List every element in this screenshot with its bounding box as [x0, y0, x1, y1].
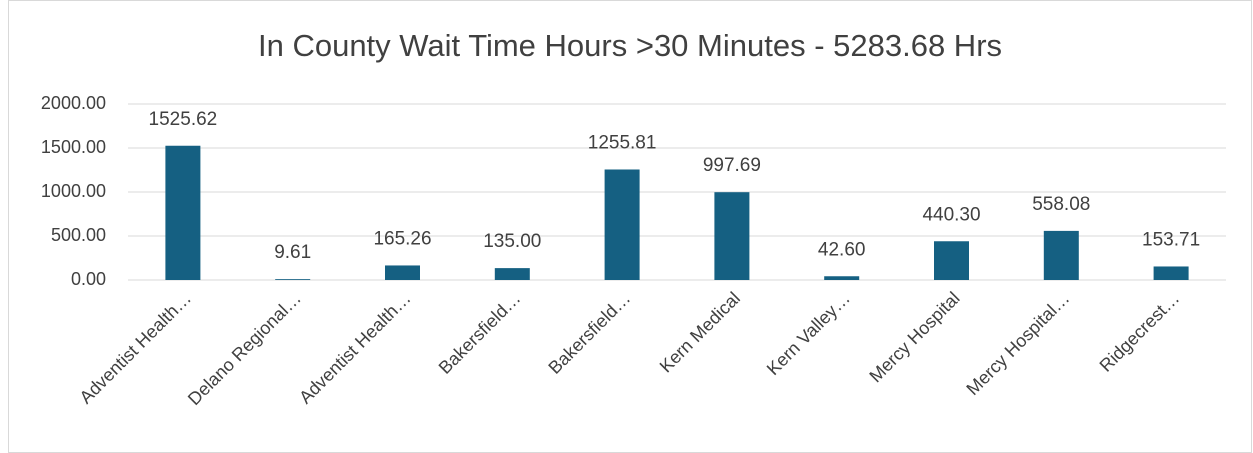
chart-title: In County Wait Time Hours >30 Minutes - …	[258, 28, 1002, 63]
bar	[604, 169, 640, 280]
y-tick-label: 2000.00	[41, 93, 106, 113]
bar	[275, 279, 311, 280]
bar	[494, 268, 530, 280]
bar	[385, 265, 420, 280]
bar	[714, 192, 750, 280]
data-label: 42.60	[818, 239, 866, 260]
data-label: 997.69	[703, 155, 761, 176]
bar	[824, 276, 860, 280]
data-label: 558.08	[1032, 194, 1090, 215]
bar	[1153, 266, 1189, 280]
bar	[165, 145, 201, 280]
bar	[934, 241, 969, 280]
data-label: 9.61	[274, 242, 311, 263]
data-label: 153.71	[1142, 229, 1200, 250]
data-label: 165.26	[373, 228, 431, 249]
data-label: 1525.62	[149, 109, 218, 130]
data-label: 440.30	[922, 204, 980, 225]
data-label: 1255.81	[588, 133, 657, 154]
data-label: 135.00	[483, 231, 541, 252]
y-tick-label: 1500.00	[41, 137, 106, 157]
y-tick-label: 1000.00	[41, 181, 106, 201]
y-tick-label: 500.00	[51, 225, 106, 245]
y-tick-label: 0.00	[71, 269, 106, 289]
bar	[1043, 230, 1079, 280]
